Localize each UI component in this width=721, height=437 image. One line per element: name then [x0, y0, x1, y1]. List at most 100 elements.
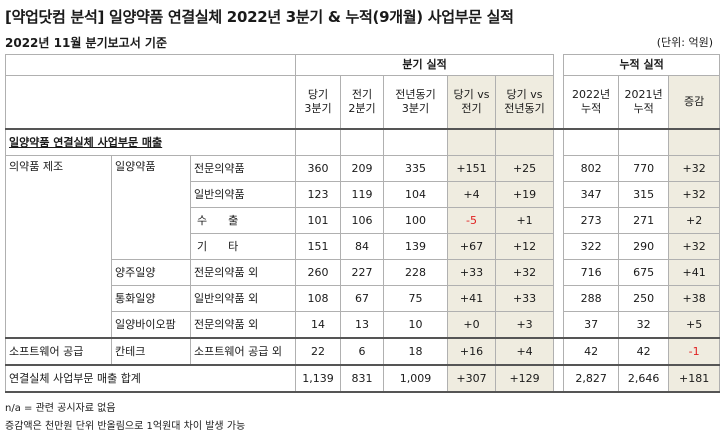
value-cell: +32: [668, 181, 721, 208]
value-cell: 106: [340, 207, 385, 234]
col-header: 2021년 누적: [618, 75, 670, 130]
value-cell: 2,827: [563, 364, 620, 393]
value-cell: 290: [618, 233, 670, 260]
value-cell: +181: [668, 364, 721, 393]
gap-cell: [553, 233, 565, 260]
value-cell: 288: [563, 285, 620, 312]
col-header: 당기 vs 전년동기: [495, 75, 555, 130]
value-cell: 22: [295, 337, 342, 366]
gap-cell: [553, 364, 565, 393]
value-cell: 75: [383, 285, 449, 312]
value-cell: 250: [618, 285, 670, 312]
value-cell: 13: [340, 311, 385, 339]
value-cell: +32: [668, 155, 721, 182]
value-cell: 119: [340, 181, 385, 208]
table-row: 일양바이오팜 전문의약품 외 14 13 10 +0 +3 37 32 +5: [6, 311, 721, 339]
header-group-row: 분기 실적 누적 실적: [4, 54, 721, 76]
value-cell: +1: [495, 207, 555, 234]
company-cell: 칸테크: [111, 337, 191, 366]
gap-cell: [553, 311, 565, 338]
value-cell: 42: [563, 337, 620, 366]
company-cell: 일양바이오팜: [111, 311, 191, 339]
value-cell: 260: [295, 259, 342, 286]
value-cell: 67: [340, 285, 385, 312]
gap-cell: [553, 155, 565, 182]
value-cell: 273: [563, 207, 620, 234]
value-cell: 271: [618, 207, 670, 234]
col-header: 증감: [668, 75, 721, 130]
value-cell: 209: [340, 155, 385, 182]
value-cell: +67: [447, 233, 497, 260]
group-cumulative-header: 누적 실적: [563, 54, 721, 76]
item-cell: 전문의약품: [189, 155, 297, 182]
item-cell: 일반의약품: [189, 181, 297, 208]
value-cell: 139: [383, 233, 449, 260]
value-cell: +4: [447, 181, 497, 208]
value-cell: 2,646: [618, 364, 670, 393]
value-cell: 315: [618, 181, 670, 208]
group-quarter-header: 분기 실적: [295, 54, 555, 76]
value-cell: 104: [383, 181, 449, 208]
value-cell: 831: [340, 364, 385, 393]
value-cell: +16: [447, 337, 497, 366]
value-cell: 18: [383, 337, 449, 366]
value-cell: +32: [668, 233, 721, 260]
col-header: 당기 vs 전기: [447, 75, 497, 130]
company-cell: 양주일양: [111, 259, 191, 286]
table-row: 양주일양 전문의약품 외 260 227 228 +33 +32 716 675 +41: [6, 259, 721, 286]
value-cell: 14: [295, 311, 342, 339]
item-cell: 소프트웨어 공급 외: [189, 337, 297, 366]
segment-table: 분기 실적 누적 실적 당기 3분기 전기 2분기 전년동기 3분기 당기 vs 전기 …: [4, 54, 721, 393]
page-title: [약업닷컴 분석] 일양약품 연결실체 2022년 3분기 & 누적(9개월) …: [5, 8, 514, 26]
company-cell: 일양약품: [111, 155, 191, 260]
item-cell: 일반의약품 외: [189, 285, 297, 312]
table-row: 통화일양 일반의약품 외 108 67 75 +41 +33 288 250 +38: [6, 285, 721, 312]
value-cell: 6: [340, 337, 385, 366]
item-cell: 전문의약품 외: [189, 311, 297, 339]
gap-cell: [553, 337, 565, 365]
value-cell: 227: [340, 259, 385, 286]
value-cell: +32: [495, 259, 555, 286]
value-cell: +19: [495, 181, 555, 208]
col-header: 전기 2분기: [340, 75, 385, 130]
footnote: 증감액은 천만원 단위 반올림으로 1억원대 차이 발생 가능: [5, 421, 246, 432]
value-cell: +41: [668, 259, 721, 286]
table-row: 기 타 151 84 139 +67 +12 322 290 +32: [6, 233, 721, 260]
value-cell: 322: [563, 233, 620, 260]
col-header: 2022년 누적: [563, 75, 620, 130]
report-basis: 2022년 11월 분기보고서 기준: [5, 36, 167, 50]
segment-cell: 소프트웨어 공급: [5, 337, 112, 366]
item-cell: 기 타: [189, 233, 297, 260]
gap-cell: [553, 181, 565, 208]
header-column-row: 당기 3분기 전기 2분기 전년동기 3분기 당기 vs 전기 당기 vs 전년동기 20…: [4, 75, 721, 130]
value-cell: 802: [563, 155, 620, 182]
footnote: n/a = 관련 공시자료 없음: [5, 403, 116, 414]
gap-cell: [553, 207, 565, 234]
company-cell: 통화일양: [111, 285, 191, 312]
value-cell: 151: [295, 233, 342, 260]
value-cell: 37: [563, 311, 620, 339]
segment-cell: 의약품 제조: [5, 155, 112, 339]
gap-cell: [553, 285, 565, 312]
value-cell: +151: [447, 155, 497, 182]
value-cell: 32: [618, 311, 670, 339]
value-cell: 10: [383, 311, 449, 339]
value-cell: +2: [668, 207, 721, 234]
value-cell: +25: [495, 155, 555, 182]
value-cell: +33: [495, 285, 555, 312]
value-cell: +129: [495, 364, 555, 393]
value-cell: 770: [618, 155, 670, 182]
value-cell: 716: [563, 259, 620, 286]
table-row: 의약품 제조 일양약품 전문의약품 360 209 335 +151 +25 802 770 +32: [5, 155, 721, 339]
table-row: 소프트웨어 공급 칸테크 소프트웨어 공급 외 22 6 18 +16 +4 42 42 -1: [5, 337, 721, 366]
value-cell: 123: [295, 181, 342, 208]
unit-label: (단위: 억원): [656, 36, 713, 49]
value-cell: 101: [295, 207, 342, 234]
value-cell: 335: [383, 155, 449, 182]
value-cell: +33: [447, 259, 497, 286]
value-cell: 100: [383, 207, 449, 234]
value-cell: -1: [668, 337, 721, 366]
value-cell: 360: [295, 155, 342, 182]
value-cell: 108: [295, 285, 342, 312]
total-label: 연결실체 사업부문 매출 합계: [4, 364, 297, 393]
